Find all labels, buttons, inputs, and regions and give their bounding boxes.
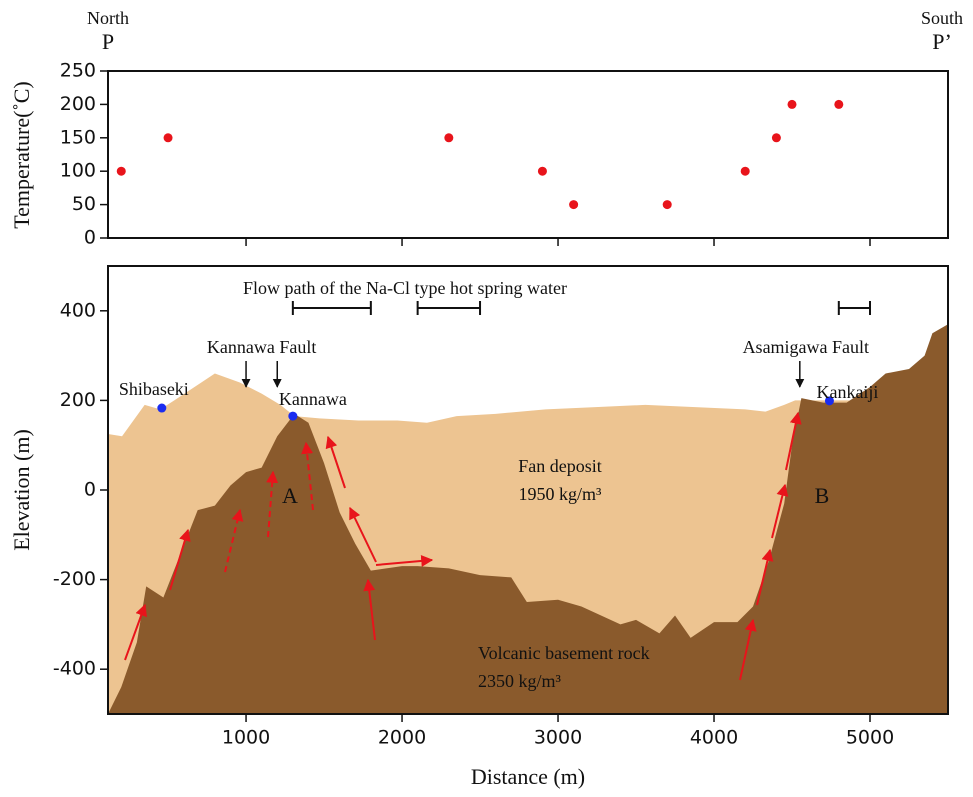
y-tick-label: 100 xyxy=(60,160,96,182)
y-tick-label: 200 xyxy=(60,93,96,115)
y-tick-label: 50 xyxy=(72,193,96,215)
y-tick-label: -400 xyxy=(53,658,96,680)
south-label: South xyxy=(921,8,963,28)
site-label: Kannawa xyxy=(279,389,347,409)
annotation: A xyxy=(282,483,298,508)
site-label: Shibaseki xyxy=(119,379,189,399)
annotation: B xyxy=(815,483,830,508)
site-point xyxy=(157,403,167,413)
panel-frame xyxy=(107,70,949,239)
layer-name: Fan deposit xyxy=(518,456,602,476)
p-label: P xyxy=(102,29,114,54)
y-tick-label: -200 xyxy=(53,568,96,590)
flow-path-range xyxy=(416,301,482,315)
layer-area xyxy=(108,324,948,714)
data-point xyxy=(163,133,173,143)
x-tick-label: 2000 xyxy=(378,727,426,749)
x-tick-label: 5000 xyxy=(846,727,894,749)
flow-path-range xyxy=(837,301,872,315)
site-point xyxy=(824,396,834,406)
x-tick-label: 3000 xyxy=(534,727,582,749)
y-tick-label: 200 xyxy=(60,389,96,411)
y-tick-label: 400 xyxy=(60,299,96,321)
flow-path-range xyxy=(291,301,372,315)
y-tick-label: 150 xyxy=(60,126,96,148)
data-point xyxy=(740,166,750,176)
x-axis-label: Distance (m) xyxy=(471,764,585,789)
data-point xyxy=(771,133,781,143)
layer-name: Volcanic basement rock xyxy=(478,643,650,663)
data-point xyxy=(569,200,579,210)
p2-label: P’ xyxy=(932,29,952,54)
site-point xyxy=(288,411,298,421)
data-point xyxy=(662,200,672,210)
y-axis-label: Elevation (m) xyxy=(9,429,34,551)
layer-density: 1950 kg/m³ xyxy=(519,484,603,504)
y-tick-label: 0 xyxy=(84,479,96,501)
site-label: Kankaiji xyxy=(816,382,878,402)
x-tick-label: 4000 xyxy=(690,727,738,749)
data-point xyxy=(116,166,126,176)
data-point xyxy=(834,99,844,109)
fault-label: Asamigawa Fault xyxy=(743,337,869,357)
profile-layers xyxy=(108,324,948,714)
y-tick-label: 250 xyxy=(60,60,96,82)
data-point xyxy=(537,166,547,176)
north-label: North xyxy=(87,8,129,28)
data-point xyxy=(444,133,454,143)
flow-path-label: Flow path of the Na-Cl type hot spring w… xyxy=(243,278,567,298)
fault-label: Kannawa Fault xyxy=(207,337,316,357)
flow-arrows xyxy=(124,411,802,681)
x-tick-label: 1000 xyxy=(222,727,270,749)
y-tick-label: 0 xyxy=(84,227,96,249)
layer-density: 2350 kg/m³ xyxy=(478,671,562,691)
data-point xyxy=(787,99,797,109)
y-axis-label: Temperature(˚C) xyxy=(9,81,34,229)
